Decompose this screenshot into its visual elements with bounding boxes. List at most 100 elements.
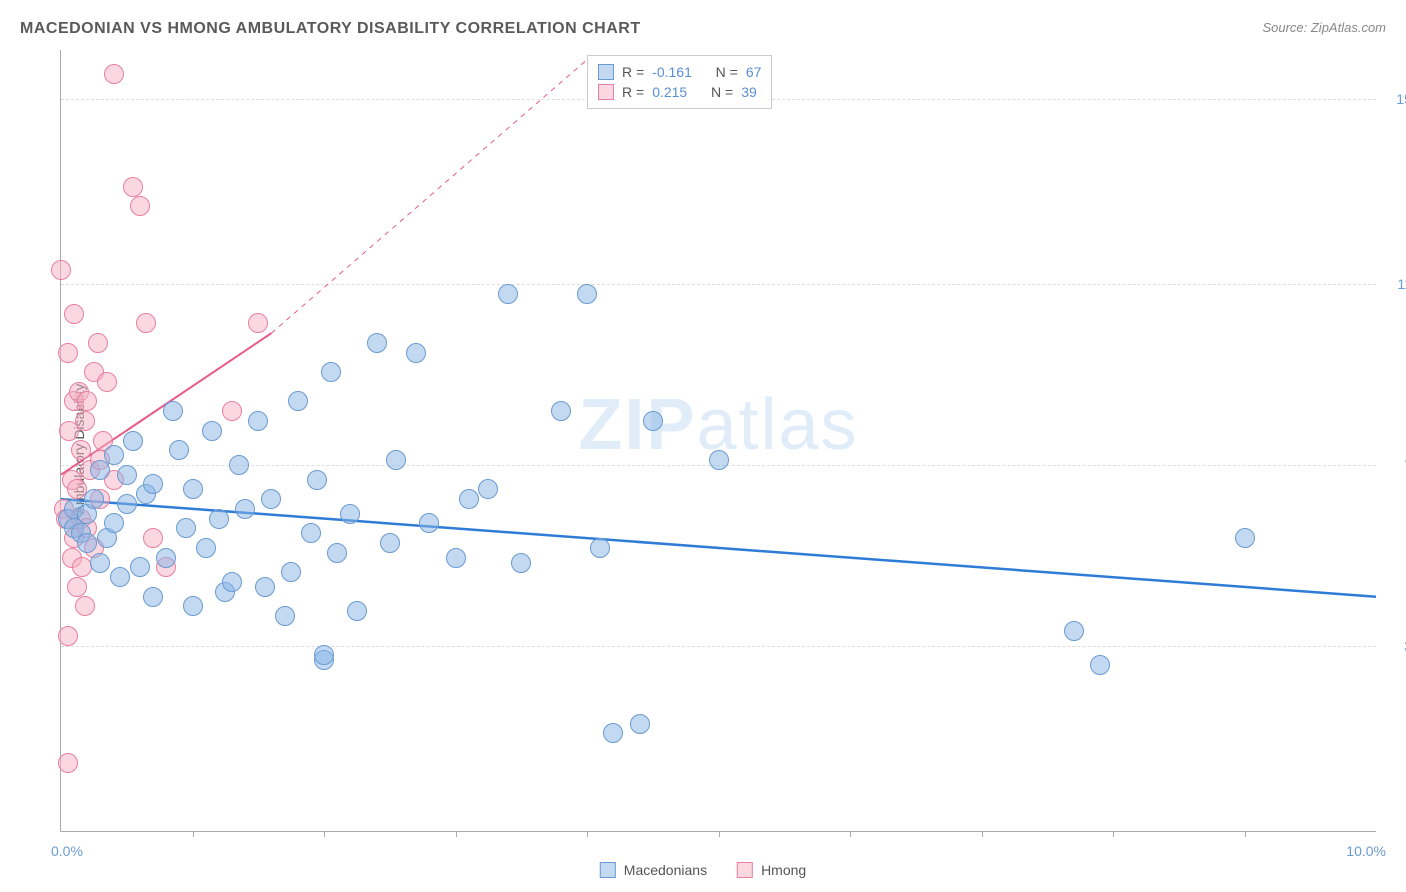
legend-item-macedonians: Macedonians <box>600 862 707 878</box>
scatter-point <box>551 401 571 421</box>
scatter-point <box>176 518 196 538</box>
scatter-point <box>222 401 242 421</box>
scatter-point <box>275 606 295 626</box>
scatter-point <box>156 548 176 568</box>
scatter-point <box>446 548 466 568</box>
scatter-point <box>84 489 104 509</box>
scatter-point <box>643 411 663 431</box>
scatter-point <box>163 401 183 421</box>
scatter-point <box>229 455 249 475</box>
scatter-point <box>117 494 137 514</box>
scatter-point <box>301 523 321 543</box>
x-tick <box>456 831 457 837</box>
x-tick <box>587 831 588 837</box>
y-tick-label: 11.2% <box>1397 276 1406 292</box>
x-tick <box>1113 831 1114 837</box>
scatter-point <box>1090 655 1110 675</box>
legend-label: Hmong <box>761 862 806 878</box>
x-tick <box>850 831 851 837</box>
scatter-point <box>196 538 216 558</box>
scatter-point <box>255 577 275 597</box>
scatter-point <box>72 557 92 577</box>
blue-swatch-icon <box>600 862 616 878</box>
stats-row-blue: R = -0.161 N = 67 <box>598 62 761 82</box>
chart-plot-area: Ambulatory Disability ZIPatlas 3.8%7.5%1… <box>60 50 1376 832</box>
scatter-point <box>498 284 518 304</box>
blue-swatch-icon <box>598 64 614 80</box>
x-tick <box>719 831 720 837</box>
trend-line <box>271 60 587 333</box>
legend-item-hmong: Hmong <box>737 862 806 878</box>
x-tick <box>193 831 194 837</box>
scatter-point <box>261 489 281 509</box>
scatter-point <box>75 411 95 431</box>
scatter-point <box>143 528 163 548</box>
scatter-point <box>307 470 327 490</box>
y-tick-label: 15.0% <box>1396 91 1406 107</box>
scatter-point <box>1235 528 1255 548</box>
source-attribution: Source: ZipAtlas.com <box>1262 20 1386 35</box>
scatter-point <box>248 313 268 333</box>
scatter-point <box>58 753 78 773</box>
scatter-point <box>327 543 347 563</box>
pink-swatch-icon <box>598 84 614 100</box>
scatter-point <box>58 343 78 363</box>
scatter-point <box>71 440 91 460</box>
scatter-point <box>478 479 498 499</box>
scatter-point <box>58 626 78 646</box>
scatter-point <box>136 313 156 333</box>
scatter-point <box>51 260 71 280</box>
scatter-point <box>110 567 130 587</box>
scatter-point <box>406 343 426 363</box>
scatter-point <box>123 177 143 197</box>
scatter-point <box>709 450 729 470</box>
scatter-point <box>386 450 406 470</box>
scatter-point <box>222 572 242 592</box>
scatter-point <box>117 465 137 485</box>
scatter-point <box>209 509 229 529</box>
scatter-point <box>77 533 97 553</box>
scatter-point <box>1064 621 1084 641</box>
trend-lines-layer <box>61 50 1376 831</box>
scatter-point <box>459 489 479 509</box>
scatter-point <box>419 513 439 533</box>
stats-box: R = -0.161 N = 67 R = 0.215 N = 39 <box>587 55 772 109</box>
scatter-point <box>314 645 334 665</box>
scatter-point <box>143 474 163 494</box>
scatter-point <box>67 577 87 597</box>
scatter-point <box>169 440 189 460</box>
scatter-point <box>97 372 117 392</box>
scatter-point <box>367 333 387 353</box>
scatter-point <box>104 513 124 533</box>
scatter-point <box>183 479 203 499</box>
scatter-point <box>104 445 124 465</box>
scatter-point <box>380 533 400 553</box>
scatter-point <box>281 562 301 582</box>
scatter-point <box>123 431 143 451</box>
scatter-point <box>130 557 150 577</box>
scatter-point <box>340 504 360 524</box>
x-tick <box>324 831 325 837</box>
scatter-point <box>77 391 97 411</box>
scatter-point <box>577 284 597 304</box>
scatter-point <box>321 362 341 382</box>
x-tick <box>982 831 983 837</box>
scatter-point <box>104 64 124 84</box>
scatter-point <box>143 587 163 607</box>
scatter-point <box>90 553 110 573</box>
chart-title: MACEDONIAN VS HMONG AMBULATORY DISABILIT… <box>20 20 641 38</box>
scatter-point <box>75 596 95 616</box>
scatter-point <box>235 499 255 519</box>
scatter-point <box>202 421 222 441</box>
scatter-point <box>288 391 308 411</box>
scatter-point <box>88 333 108 353</box>
x-axis-min-label: 0.0% <box>51 843 83 859</box>
stats-row-pink: R = 0.215 N = 39 <box>598 82 761 102</box>
scatter-point <box>511 553 531 573</box>
scatter-point <box>603 723 623 743</box>
x-tick <box>1245 831 1246 837</box>
scatter-point <box>183 596 203 616</box>
legend-label: Macedonians <box>624 862 707 878</box>
scatter-point <box>630 714 650 734</box>
pink-swatch-icon <box>737 862 753 878</box>
